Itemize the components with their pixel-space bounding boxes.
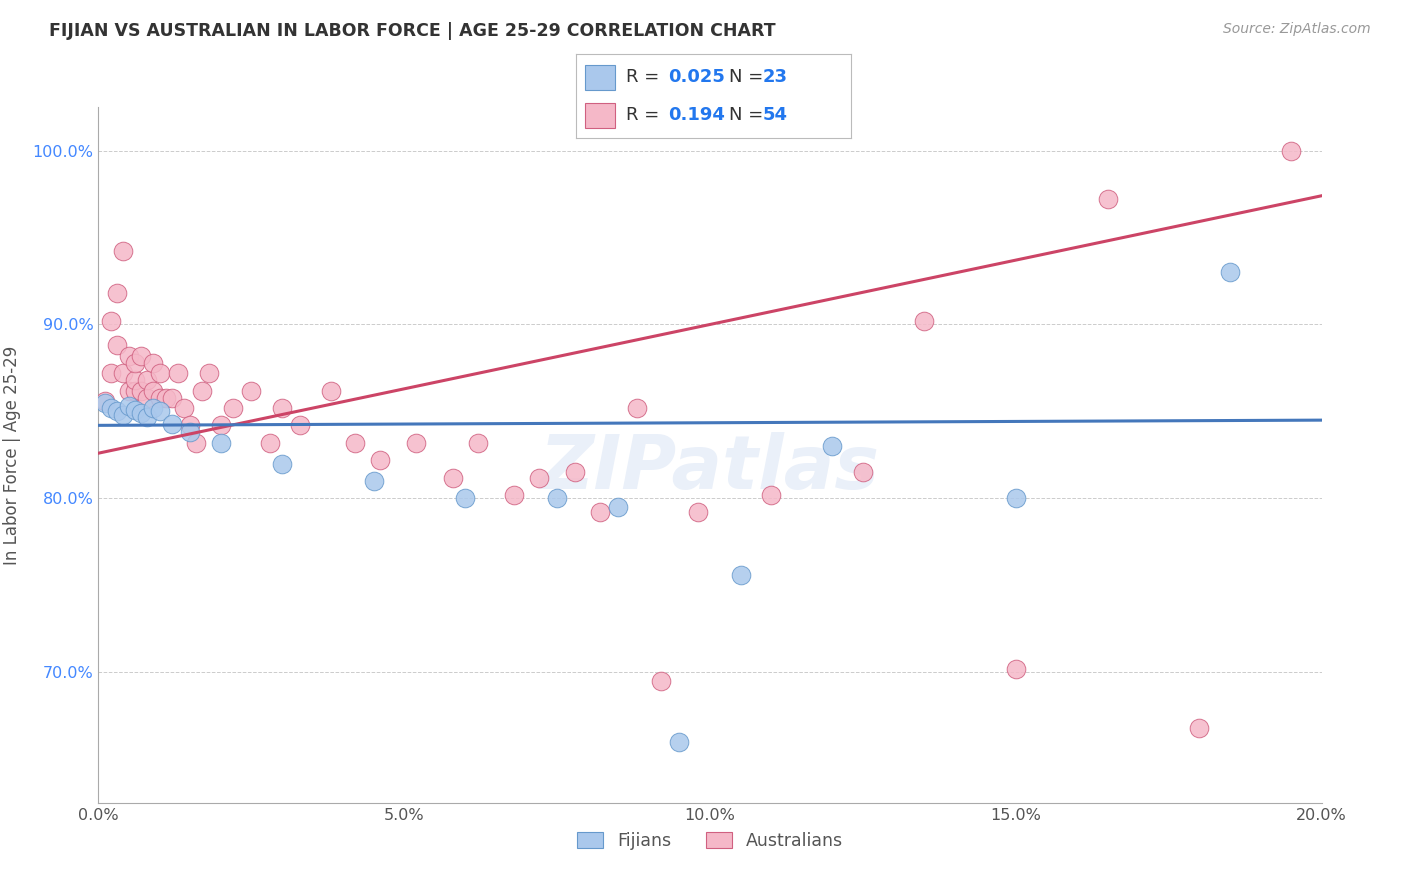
Point	[129, 349, 152, 363]
Point	[1004, 662, 1026, 676]
Point	[179, 418, 201, 433]
Point	[589, 505, 612, 519]
Point	[142, 384, 165, 398]
Point	[100, 314, 122, 328]
Point	[259, 435, 281, 450]
Point	[179, 425, 201, 440]
Point	[118, 349, 141, 363]
Point	[93, 394, 115, 409]
Point	[607, 500, 630, 514]
Point	[105, 404, 128, 418]
Point	[368, 453, 391, 467]
Text: 0.025: 0.025	[668, 69, 725, 87]
Point	[136, 409, 159, 424]
Text: N =: N =	[728, 69, 769, 87]
Text: N =: N =	[728, 106, 769, 124]
Text: 23: 23	[763, 69, 787, 87]
Text: FIJIAN VS AUSTRALIAN IN LABOR FORCE | AGE 25-29 CORRELATION CHART: FIJIAN VS AUSTRALIAN IN LABOR FORCE | AG…	[49, 22, 776, 40]
Point	[129, 384, 152, 398]
Point	[564, 466, 586, 480]
Text: 0.194: 0.194	[668, 106, 725, 124]
Point	[821, 439, 844, 453]
Point	[759, 488, 782, 502]
Point	[405, 435, 427, 450]
Point	[100, 401, 122, 415]
Point	[454, 491, 477, 506]
Point	[111, 408, 134, 422]
Point	[270, 401, 292, 415]
Point	[1188, 721, 1211, 735]
Text: R =: R =	[626, 106, 665, 124]
Point	[129, 406, 152, 420]
Point	[160, 391, 183, 405]
Legend: Fijians, Australians: Fijians, Australians	[571, 824, 849, 856]
Point	[668, 735, 690, 749]
Point	[270, 457, 292, 471]
Point	[118, 384, 141, 398]
Point	[160, 417, 183, 431]
Point	[441, 470, 464, 484]
Point	[467, 435, 489, 450]
Point	[319, 384, 342, 398]
Point	[240, 384, 263, 398]
Point	[191, 384, 214, 398]
Point	[118, 399, 141, 413]
Point	[730, 568, 752, 582]
Point	[1097, 192, 1119, 206]
Point	[155, 391, 177, 405]
Y-axis label: In Labor Force | Age 25-29: In Labor Force | Age 25-29	[3, 345, 21, 565]
Point	[1219, 265, 1241, 279]
Point	[650, 674, 672, 689]
Point	[142, 401, 165, 415]
Point	[149, 404, 172, 418]
Point	[124, 373, 146, 387]
Point	[124, 402, 146, 417]
Point	[546, 491, 568, 506]
Point	[149, 391, 172, 405]
Point	[111, 366, 134, 380]
Point	[290, 418, 312, 433]
Point	[186, 435, 208, 450]
Point	[626, 401, 648, 415]
Point	[100, 366, 122, 380]
Point	[111, 244, 134, 259]
Point	[344, 435, 367, 450]
Point	[136, 391, 159, 405]
Point	[852, 466, 875, 480]
Point	[197, 366, 219, 380]
Point	[527, 470, 550, 484]
Point	[1279, 144, 1302, 158]
Point	[363, 474, 385, 488]
Point	[136, 373, 159, 387]
Text: 54: 54	[763, 106, 787, 124]
Point	[142, 356, 165, 370]
Point	[209, 435, 232, 450]
Point	[124, 384, 146, 398]
Text: ZIPatlas: ZIPatlas	[540, 433, 880, 506]
Point	[222, 401, 245, 415]
Text: R =: R =	[626, 69, 665, 87]
FancyBboxPatch shape	[585, 103, 614, 128]
FancyBboxPatch shape	[585, 64, 614, 90]
Point	[93, 395, 115, 409]
Point	[912, 314, 935, 328]
Point	[149, 366, 172, 380]
Point	[686, 505, 709, 519]
Point	[124, 356, 146, 370]
Text: Source: ZipAtlas.com: Source: ZipAtlas.com	[1223, 22, 1371, 37]
Point	[105, 286, 128, 301]
Point	[167, 366, 190, 380]
Point	[105, 338, 128, 352]
Point	[503, 488, 526, 502]
Point	[209, 418, 232, 433]
Point	[1004, 491, 1026, 506]
Point	[173, 401, 195, 415]
